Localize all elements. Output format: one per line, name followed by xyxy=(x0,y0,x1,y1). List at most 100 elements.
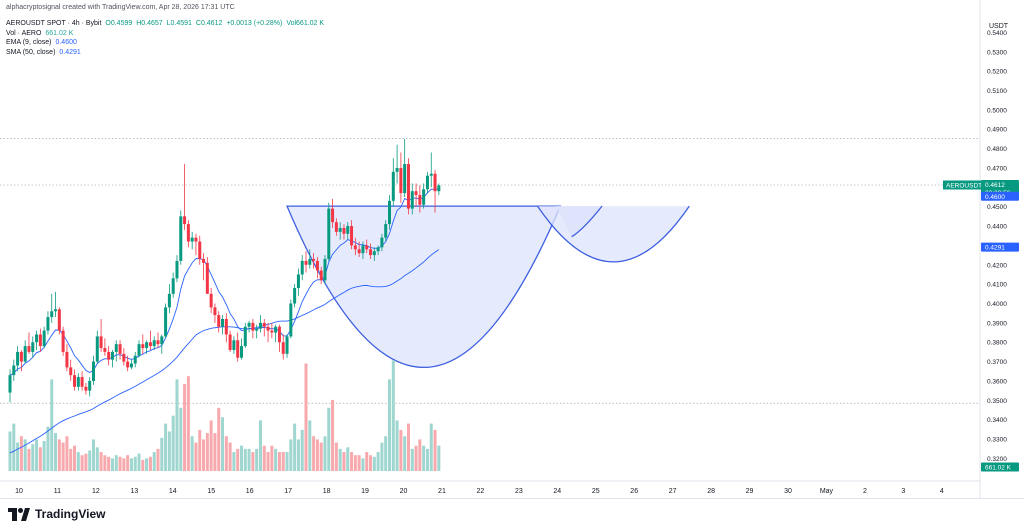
price-tick-label: 0.3600 xyxy=(987,378,1007,385)
volume-bar xyxy=(388,379,391,471)
price-tick-label: 0.5200 xyxy=(987,69,1007,76)
volume-bar xyxy=(403,436,407,471)
volume-bar xyxy=(61,442,65,471)
time-tick-label: May xyxy=(820,488,834,495)
volume-bar xyxy=(323,436,327,471)
volume-bar xyxy=(42,440,46,471)
volume-bar xyxy=(221,417,225,471)
candle-body xyxy=(175,260,179,279)
candle-body xyxy=(395,167,399,172)
candle-body xyxy=(372,251,376,256)
volume-bar xyxy=(262,445,266,471)
candle-body xyxy=(145,342,149,349)
time-tick-label: 19 xyxy=(361,488,369,495)
brand-name: TradingView xyxy=(35,507,106,521)
ohlc-low: L0.4591 xyxy=(166,20,192,27)
candle-body xyxy=(403,164,407,194)
candle-body xyxy=(334,222,338,232)
volume-bar xyxy=(293,423,297,471)
ohlc-open: O0.4599 xyxy=(105,20,133,27)
volume-bar xyxy=(137,453,141,471)
time-tick-label: 14 xyxy=(169,488,177,495)
candle-body xyxy=(285,336,289,354)
volume-bar xyxy=(406,423,410,471)
candle-body xyxy=(361,245,365,254)
sma-indicator-label[interactable]: SMA (50, close) xyxy=(6,48,56,56)
handle-curve xyxy=(571,205,603,238)
volume-bar xyxy=(69,448,73,471)
volume-bar xyxy=(289,439,293,471)
candle-body xyxy=(107,351,111,360)
candle-body xyxy=(167,293,171,308)
last-price-badge: 0.4612 xyxy=(985,182,1005,189)
ema-indicator-label[interactable]: EMA (9, close) xyxy=(6,39,52,47)
volume-bar xyxy=(126,455,130,471)
time-tick-label: 23 xyxy=(515,488,523,495)
volume-bar xyxy=(285,452,289,471)
volume-bar xyxy=(76,452,80,471)
time-tick-label: 18 xyxy=(323,488,331,495)
candle-body xyxy=(99,336,103,349)
tradingview-logo[interactable]: TradingView xyxy=(8,507,105,521)
volume-bar xyxy=(179,407,183,471)
volume-bar xyxy=(88,450,92,471)
volume-bar xyxy=(308,420,312,471)
volume-bar xyxy=(156,448,160,471)
time-tick-label: 30 xyxy=(784,488,792,495)
volume-bar xyxy=(433,429,437,471)
symbol-title[interactable]: AEROUSDT SPOT · 4h · Bybit xyxy=(6,20,102,27)
volume-bar xyxy=(338,448,342,471)
volume-bar xyxy=(171,415,175,471)
sma-badge-bg xyxy=(981,242,1019,252)
legend-volume-row: Vol · AERO 661.02 K xyxy=(6,29,324,39)
volume-bar xyxy=(384,436,388,471)
price-tick-label: 0.3400 xyxy=(987,417,1007,424)
volume-bar xyxy=(391,360,395,471)
candle-body xyxy=(228,334,232,350)
price-tick-label: 0.5300 xyxy=(987,49,1007,56)
candle-body xyxy=(103,348,107,352)
candle-body xyxy=(65,351,69,368)
tradingview-logo-icon xyxy=(8,507,30,521)
candle-body xyxy=(239,346,243,358)
candle-body xyxy=(308,258,312,265)
candle-body xyxy=(114,344,118,352)
volume-bar xyxy=(35,439,39,471)
price-tick-label: 0.3300 xyxy=(987,437,1007,444)
candle-body xyxy=(353,245,357,250)
ohlc-high: H0.4657 xyxy=(136,20,163,27)
candle-body xyxy=(179,216,183,261)
volume-bar xyxy=(425,448,429,471)
price-tick-label: 0.5000 xyxy=(987,107,1007,114)
time-tick-label: 13 xyxy=(130,488,138,495)
candle-body xyxy=(270,330,274,333)
price-tick-label: 0.5100 xyxy=(987,88,1007,95)
candle-body xyxy=(410,191,414,209)
price-badges: AEROUSDT0.461202:28:580.46000.4291661.02… xyxy=(943,179,1019,472)
legend-symbol-row: AEROUSDT SPOT · 4h · Bybit O0.4599 H0.46… xyxy=(6,19,324,29)
volume-bar xyxy=(183,384,187,471)
volume-indicator-label[interactable]: Vol · AERO xyxy=(6,29,42,37)
candle-body xyxy=(217,315,221,327)
volume-bar xyxy=(327,407,331,471)
sma-badge-text: 0.4291 xyxy=(985,245,1005,252)
volume-bar xyxy=(418,439,422,471)
candle-body xyxy=(357,249,361,254)
candle-body xyxy=(346,226,350,234)
candle-body xyxy=(73,375,77,387)
candle-body xyxy=(418,195,422,205)
time-tick-label: 12 xyxy=(92,488,100,495)
volume-bar xyxy=(258,420,262,471)
price-tick-label: 0.4000 xyxy=(987,301,1007,308)
candle-body xyxy=(437,185,441,192)
candle-body xyxy=(296,274,300,289)
candle-body xyxy=(406,164,410,209)
candle-body xyxy=(365,245,369,250)
candle-body xyxy=(327,208,331,259)
ema-badge-bg xyxy=(981,191,1019,201)
candle-body xyxy=(129,363,133,368)
volume-bar xyxy=(8,431,12,471)
candle-body xyxy=(46,317,50,331)
